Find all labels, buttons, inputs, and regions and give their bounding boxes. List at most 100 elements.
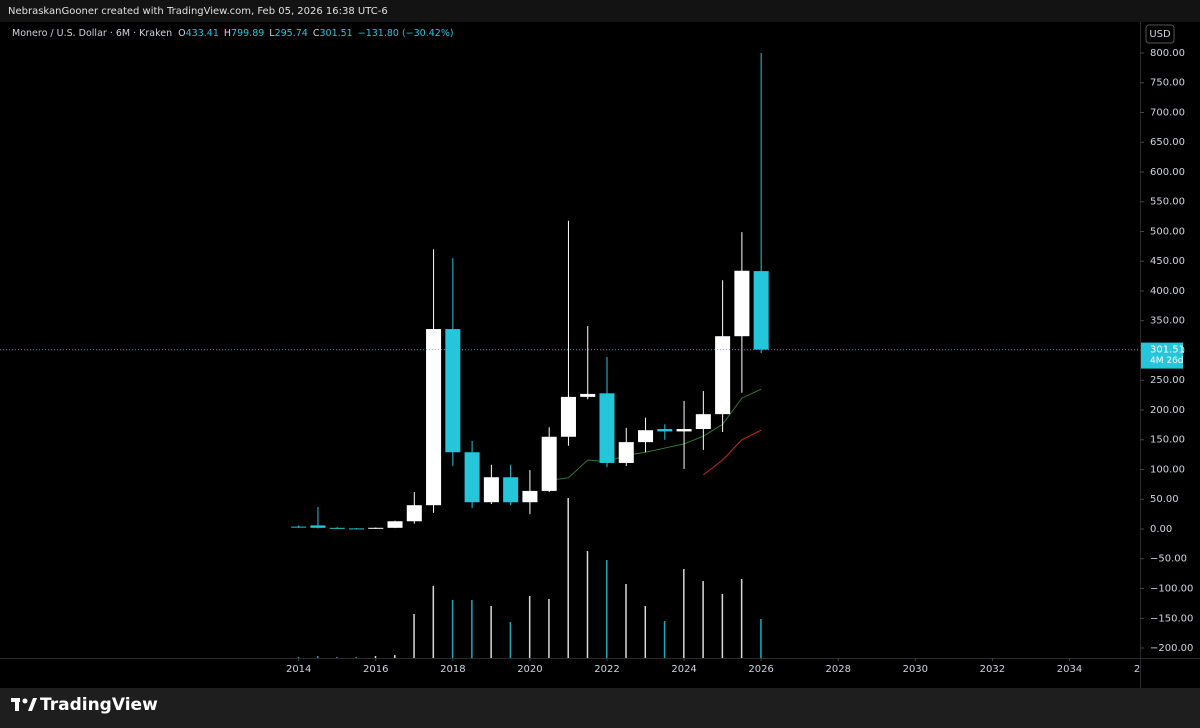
candle-body (715, 336, 731, 415)
candle-body (310, 525, 326, 528)
x-tick-label: 2030 (903, 664, 928, 675)
volume-bar (683, 569, 685, 658)
currency-box[interactable] (1145, 24, 1175, 44)
candle-body (657, 429, 673, 432)
ohlc-value: 301.51 (319, 28, 352, 39)
y-tick-label: −100.00 (1150, 584, 1193, 595)
candle-body (580, 393, 596, 397)
candle-body (695, 414, 711, 430)
logo (11, 698, 37, 711)
y-tick-label: 550.00 (1150, 197, 1185, 208)
candle-body (329, 527, 345, 529)
y-tick-label: 700.00 (1150, 107, 1185, 118)
candle-body (599, 393, 615, 463)
ohlc-value: 799.89 (231, 28, 264, 39)
moving-average (703, 429, 762, 476)
candle-body (464, 452, 480, 503)
volume-bar (663, 621, 666, 658)
moving-average (549, 388, 762, 481)
change: −131.80 (−30.42%) (358, 28, 454, 39)
y-tick-label: 250.00 (1150, 375, 1185, 386)
y-tick-label: 600.00 (1150, 167, 1185, 178)
candle-body (426, 329, 442, 506)
candle-body (406, 505, 422, 522)
x-tick-label: 2024 (671, 664, 696, 675)
x-tick-label: 2020 (517, 664, 542, 675)
ohlc-value: 433.41 (186, 28, 219, 39)
candle-body (291, 526, 307, 528)
volume-bar (586, 551, 589, 658)
logo-mark (22, 698, 28, 704)
y-tick-label: 50.00 (1150, 494, 1179, 505)
volume-bar (490, 606, 492, 658)
volume-bar (548, 599, 550, 658)
ohlc-key: O (178, 28, 185, 39)
candle-body (541, 436, 557, 491)
y-tick-label: 200.00 (1150, 405, 1185, 416)
y-tick-label: −50.00 (1150, 554, 1187, 565)
y-tick-label: 750.00 (1150, 78, 1185, 89)
footer-bar (0, 688, 1200, 728)
price-label: 301.51 (1150, 345, 1185, 356)
volume-bar (413, 614, 415, 658)
legend: Monero / U.S. Dollar · 6M · Kraken O433.4… (12, 28, 454, 39)
x-tick-label: 2032 (980, 664, 1005, 675)
candle-body (676, 429, 692, 432)
y-tick-label: 350.00 (1150, 316, 1185, 327)
volume-bar (625, 584, 627, 658)
volume-bar (528, 596, 531, 658)
x-tick-label: 2028 (826, 664, 851, 675)
header-bar (0, 0, 1200, 22)
candle-body (503, 477, 519, 503)
price-label-box (1141, 342, 1183, 369)
ohlc-key: L (269, 28, 275, 39)
y-tick-label: 500.00 (1150, 226, 1185, 237)
x-tick-label: 2036 (1134, 664, 1159, 675)
logo-mark (15, 698, 19, 711)
volume-bar (374, 656, 377, 658)
candle-body (348, 528, 365, 530)
volume-bar (740, 579, 743, 658)
x-tick-label: 2016 (363, 664, 388, 675)
x-tick-label: 2022 (594, 664, 619, 675)
symbol: Monero / U.S. Dollar · 6M · Kraken (12, 28, 172, 39)
y-tick-label: 450.00 (1150, 256, 1185, 267)
candle-body (483, 477, 499, 503)
volume-bar (394, 655, 396, 658)
y-tick-label: −200.00 (1150, 643, 1193, 654)
x-tick-label: 2034 (1057, 664, 1082, 675)
volume-bar (721, 594, 724, 658)
candle-body (753, 271, 769, 350)
x-tick-label: 2018 (440, 664, 465, 675)
volume-bar (451, 600, 454, 658)
candle-body (618, 442, 634, 463)
candle-body (560, 396, 576, 437)
candle-body (734, 270, 750, 337)
y-tick-label: 800.00 (1150, 48, 1185, 59)
x-tick-label: 2014 (286, 664, 311, 675)
volume-bar (760, 619, 762, 658)
y-tick-label: 100.00 (1150, 464, 1185, 475)
volume-bar (432, 586, 435, 658)
y-tick-label: 400.00 (1150, 286, 1185, 297)
volume-bar (471, 600, 473, 658)
candle-body (368, 527, 384, 529)
volume-bar (644, 606, 647, 658)
volume-bar (509, 622, 512, 658)
ohlc-key: C (313, 28, 320, 39)
x-tick-label: 2026 (748, 664, 773, 675)
volume-bar (567, 498, 569, 658)
candle-body (638, 430, 654, 443)
y-tick-label: −150.00 (1150, 613, 1193, 624)
header-text: NebraskanGooner created with TradingView… (8, 6, 388, 17)
plot-background (0, 22, 1200, 688)
volume-bar (336, 657, 338, 658)
ohlc-value: 295.74 (275, 28, 308, 39)
candle-body (522, 490, 538, 503)
y-tick-label: 150.00 (1150, 435, 1185, 446)
countdown: 4M 26d (1150, 356, 1184, 366)
brand: TradingView (40, 695, 158, 715)
y-tick-label: 0.00 (1150, 524, 1172, 535)
volume-bar (316, 656, 319, 658)
